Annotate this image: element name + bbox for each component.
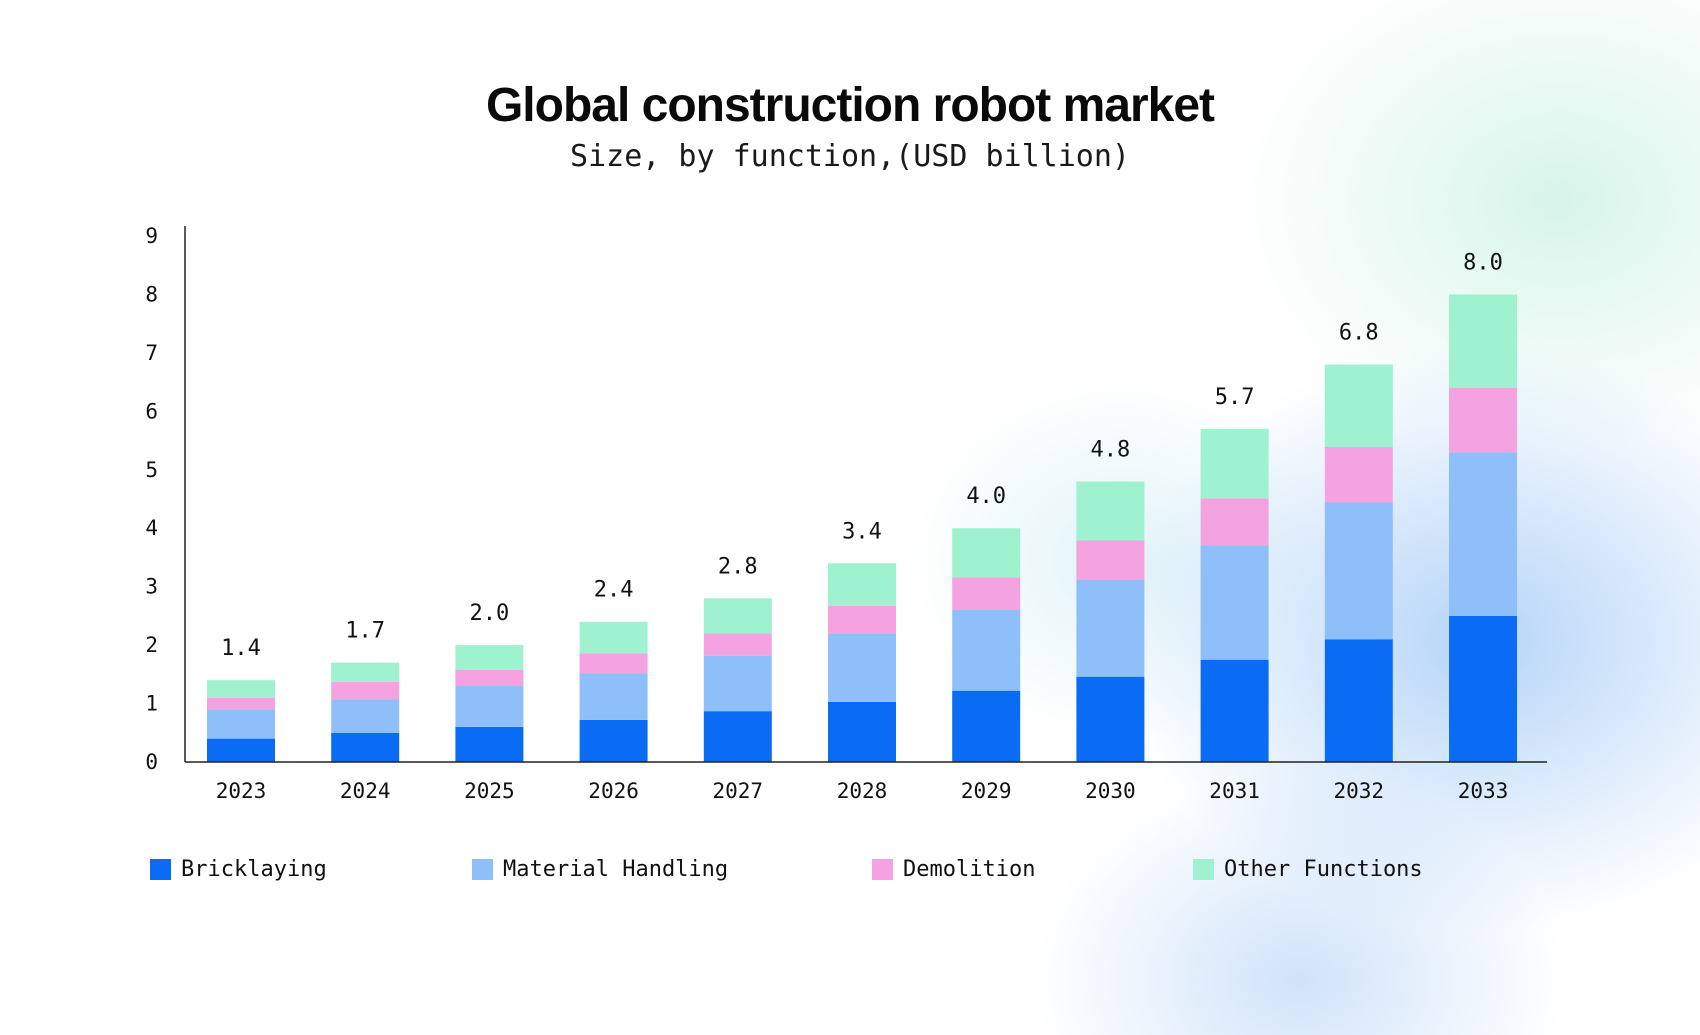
bar-segment-demolition bbox=[828, 605, 896, 635]
title-block: Global construction robot market Size, b… bbox=[0, 78, 1700, 176]
x-tick-label: 2028 bbox=[837, 779, 888, 803]
bar-segment-demolition bbox=[1324, 446, 1393, 503]
bar-segment-other-functions bbox=[952, 528, 1021, 578]
legend-swatch bbox=[150, 859, 171, 880]
bar-segment-other-functions bbox=[703, 598, 772, 634]
x-tick-label: 2023 bbox=[216, 779, 267, 803]
bar-total-label: 3.4 bbox=[842, 519, 882, 544]
bar-segment-demolition bbox=[207, 697, 275, 710]
bar-total-label: 1.7 bbox=[345, 619, 385, 644]
bar-segment-other-functions bbox=[1449, 294, 1517, 388]
bar-segment-material-handling bbox=[952, 610, 1021, 691]
x-tick-label: 2030 bbox=[1085, 779, 1136, 803]
bar-segment-demolition bbox=[455, 669, 524, 687]
legend-label: Bricklaying bbox=[181, 857, 327, 882]
bar-segment-other-functions bbox=[1324, 364, 1393, 447]
bar-total-label: 4.8 bbox=[1091, 437, 1131, 462]
y-tick-label: 5 bbox=[145, 458, 158, 482]
y-tick-label: 2 bbox=[145, 633, 158, 657]
bar-segment-demolition bbox=[579, 653, 648, 674]
bar-segment-demolition bbox=[703, 633, 772, 656]
bar-segment-material-handling bbox=[1076, 579, 1145, 677]
bar-segment-material-handling bbox=[828, 634, 896, 702]
x-tick-label: 2025 bbox=[464, 779, 515, 803]
bar-segment-bricklaying bbox=[207, 738, 275, 762]
legend: Bricklaying Material Handling Demolition Ot… bbox=[150, 857, 1450, 897]
chart-title: Global construction robot market bbox=[485, 79, 1215, 132]
y-tick-label: 3 bbox=[145, 575, 158, 599]
bar-total-label: 2.4 bbox=[594, 578, 634, 603]
bar-segment-demolition bbox=[1076, 540, 1145, 580]
x-tick-label: 2027 bbox=[713, 779, 764, 803]
bar-segment-bricklaying bbox=[828, 701, 896, 762]
bar-segment-material-handling bbox=[1200, 545, 1269, 660]
bar-segment-demolition bbox=[331, 681, 400, 700]
bar-segment-material-handling bbox=[207, 709, 275, 739]
bar-total-label: 2.8 bbox=[718, 554, 758, 579]
x-tick-label: 2031 bbox=[1209, 779, 1260, 803]
legend-swatch bbox=[872, 859, 893, 880]
bar-segment-bricklaying bbox=[952, 690, 1021, 762]
chart-subtitle: Size, by function,(USD billion) bbox=[570, 139, 1130, 174]
bar-segment-bricklaying bbox=[1449, 615, 1517, 762]
legend-label: Material Handling bbox=[503, 857, 729, 882]
bar-segment-demolition bbox=[1200, 498, 1269, 546]
bar-segment-other-functions bbox=[1200, 428, 1269, 499]
bar-segment-bricklaying bbox=[1076, 676, 1145, 762]
x-tick-label: 2029 bbox=[961, 779, 1012, 803]
bar-segment-material-handling bbox=[455, 686, 524, 727]
y-tick-label: 4 bbox=[145, 516, 158, 540]
y-tick-label: 9 bbox=[145, 224, 158, 248]
legend-swatch bbox=[472, 859, 493, 880]
bar-segment-bricklaying bbox=[1324, 639, 1393, 762]
legend-swatch bbox=[1193, 859, 1214, 880]
bar-segment-material-handling bbox=[331, 699, 400, 733]
bar-segment-other-functions bbox=[1076, 481, 1145, 541]
legend-item-demolition: Demolition bbox=[872, 857, 1035, 882]
bar-total-label: 2.0 bbox=[470, 601, 510, 626]
bar-segment-other-functions bbox=[828, 563, 896, 606]
y-tick-label: 6 bbox=[145, 399, 158, 423]
bar-total-label: 1.4 bbox=[221, 636, 261, 661]
y-axis-ticks: 0 1 2 3 4 5 6 7 8 9 bbox=[145, 224, 158, 774]
legend-label: Demolition bbox=[903, 857, 1036, 882]
bar-total-label: 8.0 bbox=[1463, 250, 1503, 275]
bar-total-label: 5.7 bbox=[1215, 385, 1255, 410]
bar-segment-demolition bbox=[1449, 387, 1517, 453]
y-tick-label: 0 bbox=[145, 750, 158, 774]
bar-segment-bricklaying bbox=[579, 719, 648, 762]
legend-item-bricklaying: Bricklaying bbox=[150, 857, 327, 882]
legend-item-other-functions: Other Functions bbox=[1193, 857, 1423, 882]
bar-segment-bricklaying bbox=[703, 711, 772, 762]
bar-segment-material-handling bbox=[1324, 502, 1393, 640]
x-tick-label: 2024 bbox=[340, 779, 391, 803]
x-tick-label: 2026 bbox=[588, 779, 639, 803]
bar-segment-bricklaying bbox=[455, 726, 524, 762]
bar-segment-bricklaying bbox=[331, 732, 400, 762]
bar-stacks bbox=[207, 294, 1517, 762]
bar-segment-other-functions bbox=[207, 680, 275, 698]
x-tick-label: 2033 bbox=[1458, 779, 1509, 803]
bar-segment-other-functions bbox=[455, 645, 524, 670]
bar-segment-other-functions bbox=[331, 662, 400, 682]
y-tick-label: 8 bbox=[145, 282, 158, 306]
bar-total-label: 6.8 bbox=[1339, 321, 1379, 346]
bar-segment-material-handling bbox=[1449, 452, 1517, 616]
total-labels: 1.4 1.7 2.0 2.4 2.8 3.4 4.0 4.8 5.7 6.8 8.0 bbox=[221, 250, 1503, 661]
legend-label: Other Functions bbox=[1224, 857, 1423, 882]
bar-total-label: 4.0 bbox=[966, 484, 1006, 509]
x-axis-ticks: 2023 2024 2025 2026 2027 2028 2029 2030 2031 2032… bbox=[216, 779, 1509, 803]
bar-segment-bricklaying bbox=[1200, 659, 1269, 762]
bar-segment-other-functions bbox=[579, 621, 648, 654]
bar-segment-material-handling bbox=[703, 655, 772, 712]
bar-segment-demolition bbox=[952, 577, 1021, 611]
x-tick-label: 2032 bbox=[1334, 779, 1385, 803]
y-tick-label: 1 bbox=[145, 692, 158, 716]
legend-item-material-handling: Material Handling bbox=[472, 857, 728, 882]
bar-segment-material-handling bbox=[579, 673, 648, 720]
y-tick-label: 7 bbox=[145, 341, 158, 365]
